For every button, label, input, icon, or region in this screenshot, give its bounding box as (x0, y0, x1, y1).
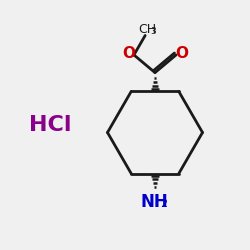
Text: HCl: HCl (29, 115, 71, 135)
Text: 2: 2 (160, 199, 167, 209)
Text: O: O (175, 46, 188, 61)
Text: NH: NH (140, 194, 168, 212)
Text: O: O (122, 46, 136, 61)
Text: 3: 3 (150, 27, 156, 36)
Text: CH: CH (138, 23, 156, 36)
